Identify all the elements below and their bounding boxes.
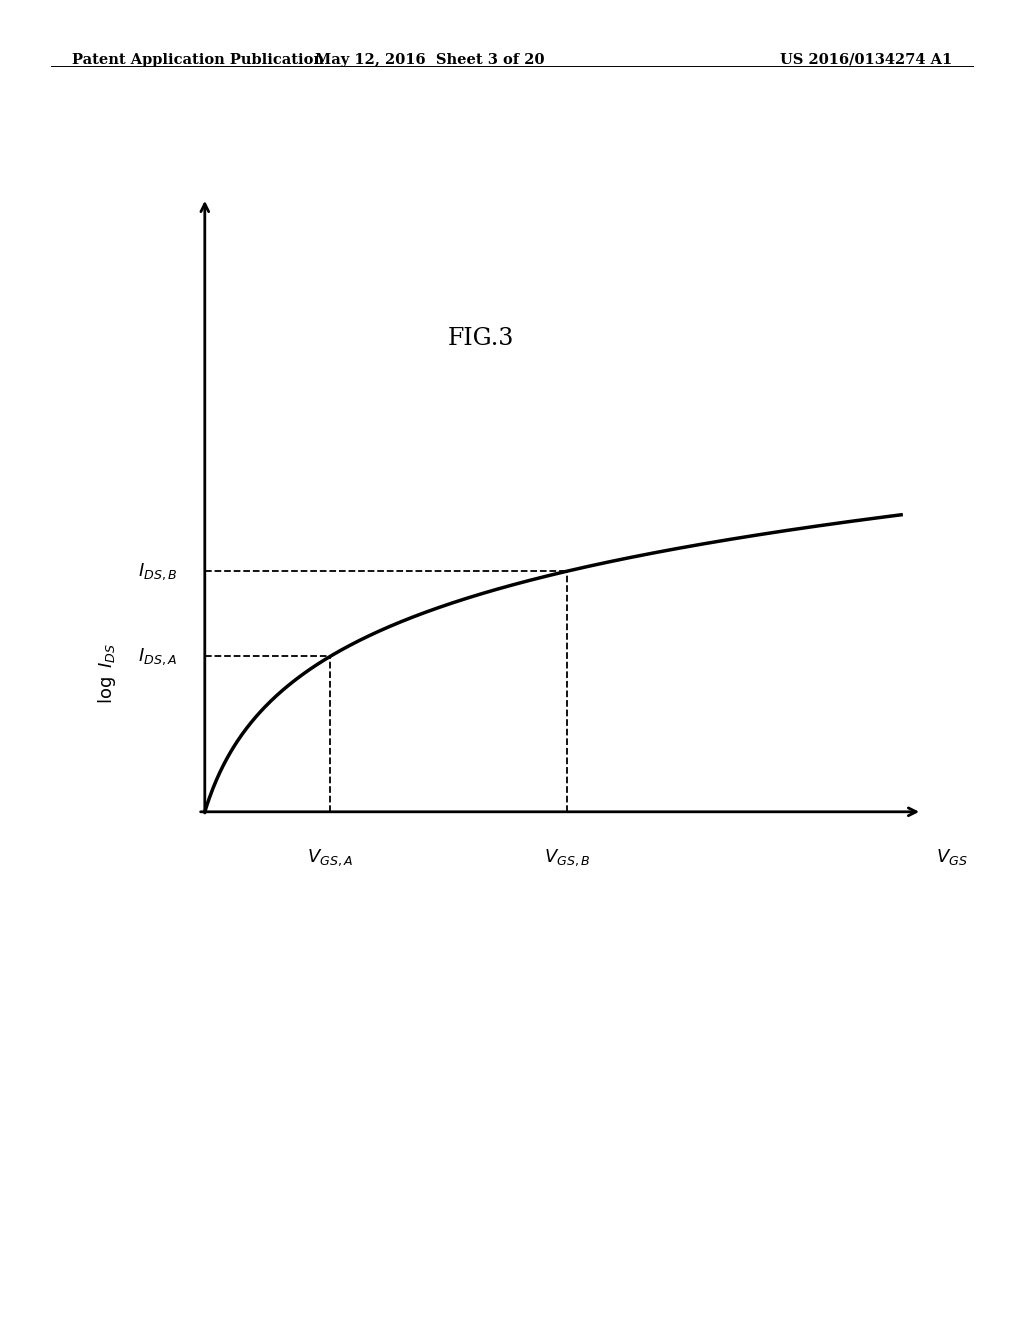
Text: $V_{GS,A}$: $V_{GS,A}$: [307, 847, 353, 869]
Text: $I_{DS,A}$: $I_{DS,A}$: [137, 645, 177, 667]
Text: $V_{GS}$: $V_{GS}$: [936, 847, 968, 867]
Text: US 2016/0134274 A1: US 2016/0134274 A1: [780, 53, 952, 67]
Text: $I_{DS,B}$: $I_{DS,B}$: [137, 561, 177, 582]
Text: $V_{GS,B}$: $V_{GS,B}$: [544, 847, 590, 869]
Text: May 12, 2016  Sheet 3 of 20: May 12, 2016 Sheet 3 of 20: [315, 53, 545, 67]
Text: FIG.3: FIG.3: [449, 327, 514, 350]
Text: Patent Application Publication: Patent Application Publication: [72, 53, 324, 67]
Text: $\log\ I_{DS}$: $\log\ I_{DS}$: [96, 643, 119, 704]
